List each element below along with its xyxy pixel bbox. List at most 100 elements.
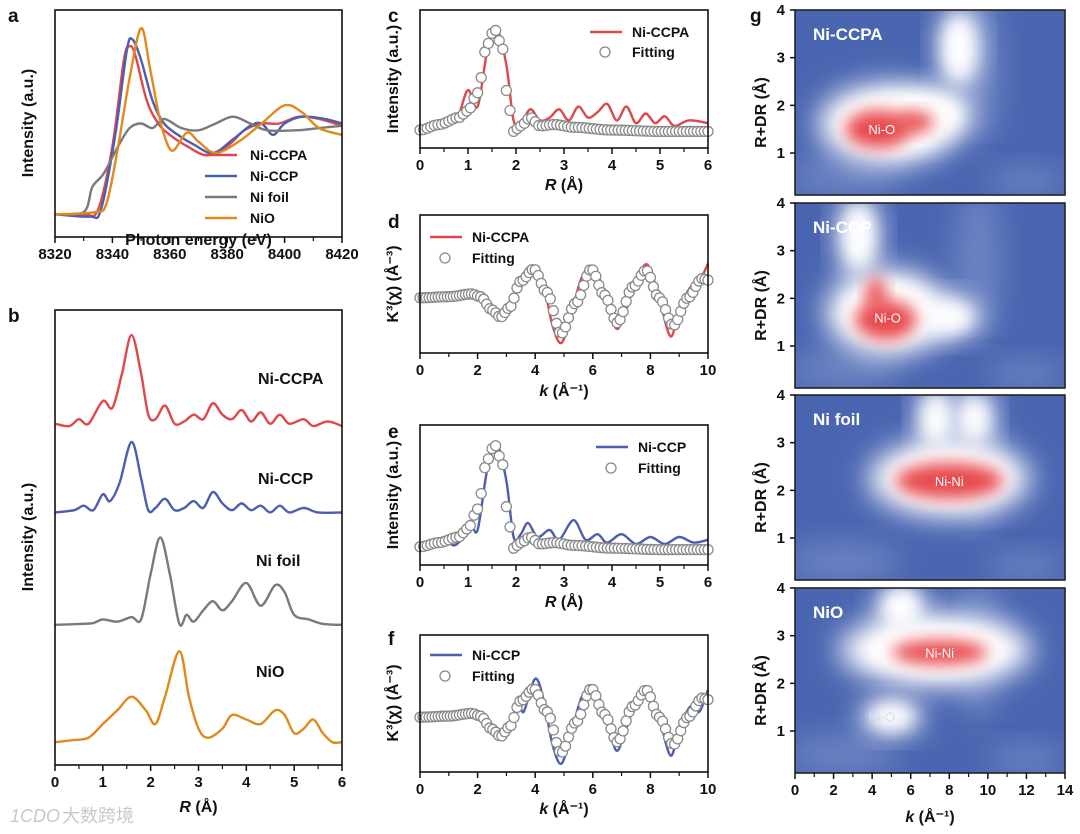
- legend-label: Ni-CCP: [638, 439, 686, 455]
- y-tick-label: 4: [777, 580, 786, 597]
- fitting-point: [575, 289, 587, 301]
- legend: Ni-CCP Fitting: [596, 439, 686, 476]
- x-tick-label: 3: [194, 774, 202, 791]
- heatmap: [795, 203, 1065, 388]
- x-tick-label: 12: [1018, 782, 1035, 799]
- fitting-point: [504, 104, 516, 117]
- x-tick-label: 8360: [153, 246, 186, 263]
- y-tick-label: 2: [777, 482, 785, 499]
- legend: Ni-CCPA Ni-CCP Ni foil NiO: [205, 147, 307, 226]
- heatmap-streak: [987, 552, 1065, 580]
- x-axis-variable: R: [179, 799, 191, 816]
- legend-label: Ni-CCPA: [472, 229, 529, 245]
- heatmap-streak: [987, 167, 1065, 195]
- heatmap-core: [866, 276, 886, 311]
- series-line-ni-foil: [54, 115, 343, 216]
- x-tick-label: 6: [589, 362, 597, 379]
- heatmap-streak: [795, 542, 902, 580]
- plot-frame: [419, 9, 709, 149]
- plot-frame: [54, 9, 343, 238]
- x-axis-variable: k: [539, 383, 549, 400]
- fitting-point: [471, 87, 484, 99]
- fitting-point: [617, 725, 629, 737]
- x-axis-variable: R: [545, 594, 557, 611]
- x-tick-label: 5: [656, 157, 664, 174]
- fitting-series: [414, 440, 714, 556]
- fitting-point: [620, 295, 632, 308]
- plot-frame: [794, 9, 1066, 196]
- x-axis-variable: k: [905, 809, 915, 826]
- y-axis-label: R+DR (Å): [751, 462, 770, 533]
- series-line-nio: [54, 650, 343, 745]
- x-tick-label: 6: [589, 781, 597, 798]
- x-tick-label: 2: [512, 157, 520, 174]
- panel-letter: g: [750, 6, 762, 27]
- y-tick-label: 3: [777, 243, 785, 260]
- fitting-point: [497, 459, 509, 471]
- fitting-point: [544, 293, 557, 305]
- heatmap-dark-band: [958, 145, 1056, 149]
- watermark-text: 大数跨境: [62, 806, 134, 826]
- heatmap: [795, 395, 1065, 580]
- x-axis-unit: (Å): [556, 175, 583, 194]
- fitting-point: [475, 487, 487, 500]
- plot-frame: [419, 214, 709, 354]
- y-axis-label: R+DR (Å): [751, 77, 770, 148]
- fitting-point: [475, 71, 487, 84]
- y-tick-label: 3: [777, 435, 785, 452]
- legend-marker-circle: [599, 46, 611, 58]
- x-tick-label: 8: [945, 782, 953, 799]
- x-axis-variable: R: [545, 177, 557, 194]
- heatmap-core: [845, 110, 911, 149]
- fitting-point: [547, 305, 560, 317]
- y-tick-label: 1: [777, 145, 785, 162]
- y-tick-label: 2: [777, 290, 785, 307]
- fitting-point: [578, 699, 590, 711]
- y-tick-label: 2: [777, 97, 785, 114]
- x-axis-unit: (Å): [556, 592, 583, 611]
- y-tick-label: 1: [777, 530, 785, 547]
- x-axis-label: R (Å): [545, 592, 583, 611]
- heatmap: [795, 10, 1065, 195]
- fitting-point: [489, 440, 502, 452]
- y-tick-label: 4: [777, 2, 786, 19]
- fitting-point: [644, 691, 657, 703]
- x-axis-unit: (Å⁻¹): [548, 799, 588, 818]
- heatmap: [795, 588, 1065, 773]
- x-tick-label: 1: [464, 574, 472, 591]
- fitting-point: [547, 724, 560, 736]
- x-tick-label: 14: [1057, 782, 1074, 799]
- fitting-point: [464, 102, 477, 114]
- x-axis-label: k (Å⁻¹): [539, 381, 588, 400]
- x-axis-label: Photon energy (eV): [125, 232, 272, 249]
- fitting-point: [497, 43, 509, 55]
- wavelet-panel-ni-foil: Ni foil Ni-Ni 1 2 3 4 R+DR (Å): [751, 387, 1066, 581]
- x-tick-label: 4: [242, 774, 251, 791]
- series-label: Ni foil: [256, 553, 300, 570]
- watermark: 1CDO 大数跨境: [10, 806, 134, 826]
- panel-letter: d: [388, 212, 400, 233]
- fitting-point: [489, 24, 502, 37]
- fitting-series: [414, 683, 714, 758]
- fitting-series: [414, 24, 714, 138]
- peak-label: Ni-O: [868, 710, 895, 725]
- panel-e: e 0 1 2 3 4 5 6 R (Å) Intensity (a.u.) Ni-CCP Fitti…: [385, 422, 714, 611]
- heatmap-streak: [795, 735, 902, 773]
- plot-frame: [54, 309, 343, 766]
- legend-label: Ni-CCPA: [632, 24, 689, 40]
- series-line-ni-foil: [54, 536, 343, 627]
- plot-frame: [794, 394, 1066, 581]
- heatmap-streak: [987, 360, 1065, 388]
- x-axis-label: k (Å⁻¹): [905, 807, 954, 826]
- fitting-point: [500, 501, 513, 513]
- y-tick-label: 3: [777, 50, 785, 67]
- fitting-point: [559, 321, 572, 333]
- heatmap-core: [895, 111, 934, 133]
- x-tick-label: 8380: [211, 246, 244, 263]
- x-tick-label: 2: [146, 774, 154, 791]
- plot-frame: [419, 634, 709, 773]
- legend: Ni-CCPA Fitting: [430, 229, 529, 266]
- heatmap-halo-inner: [962, 398, 987, 439]
- x-tick-label: 5: [290, 774, 298, 791]
